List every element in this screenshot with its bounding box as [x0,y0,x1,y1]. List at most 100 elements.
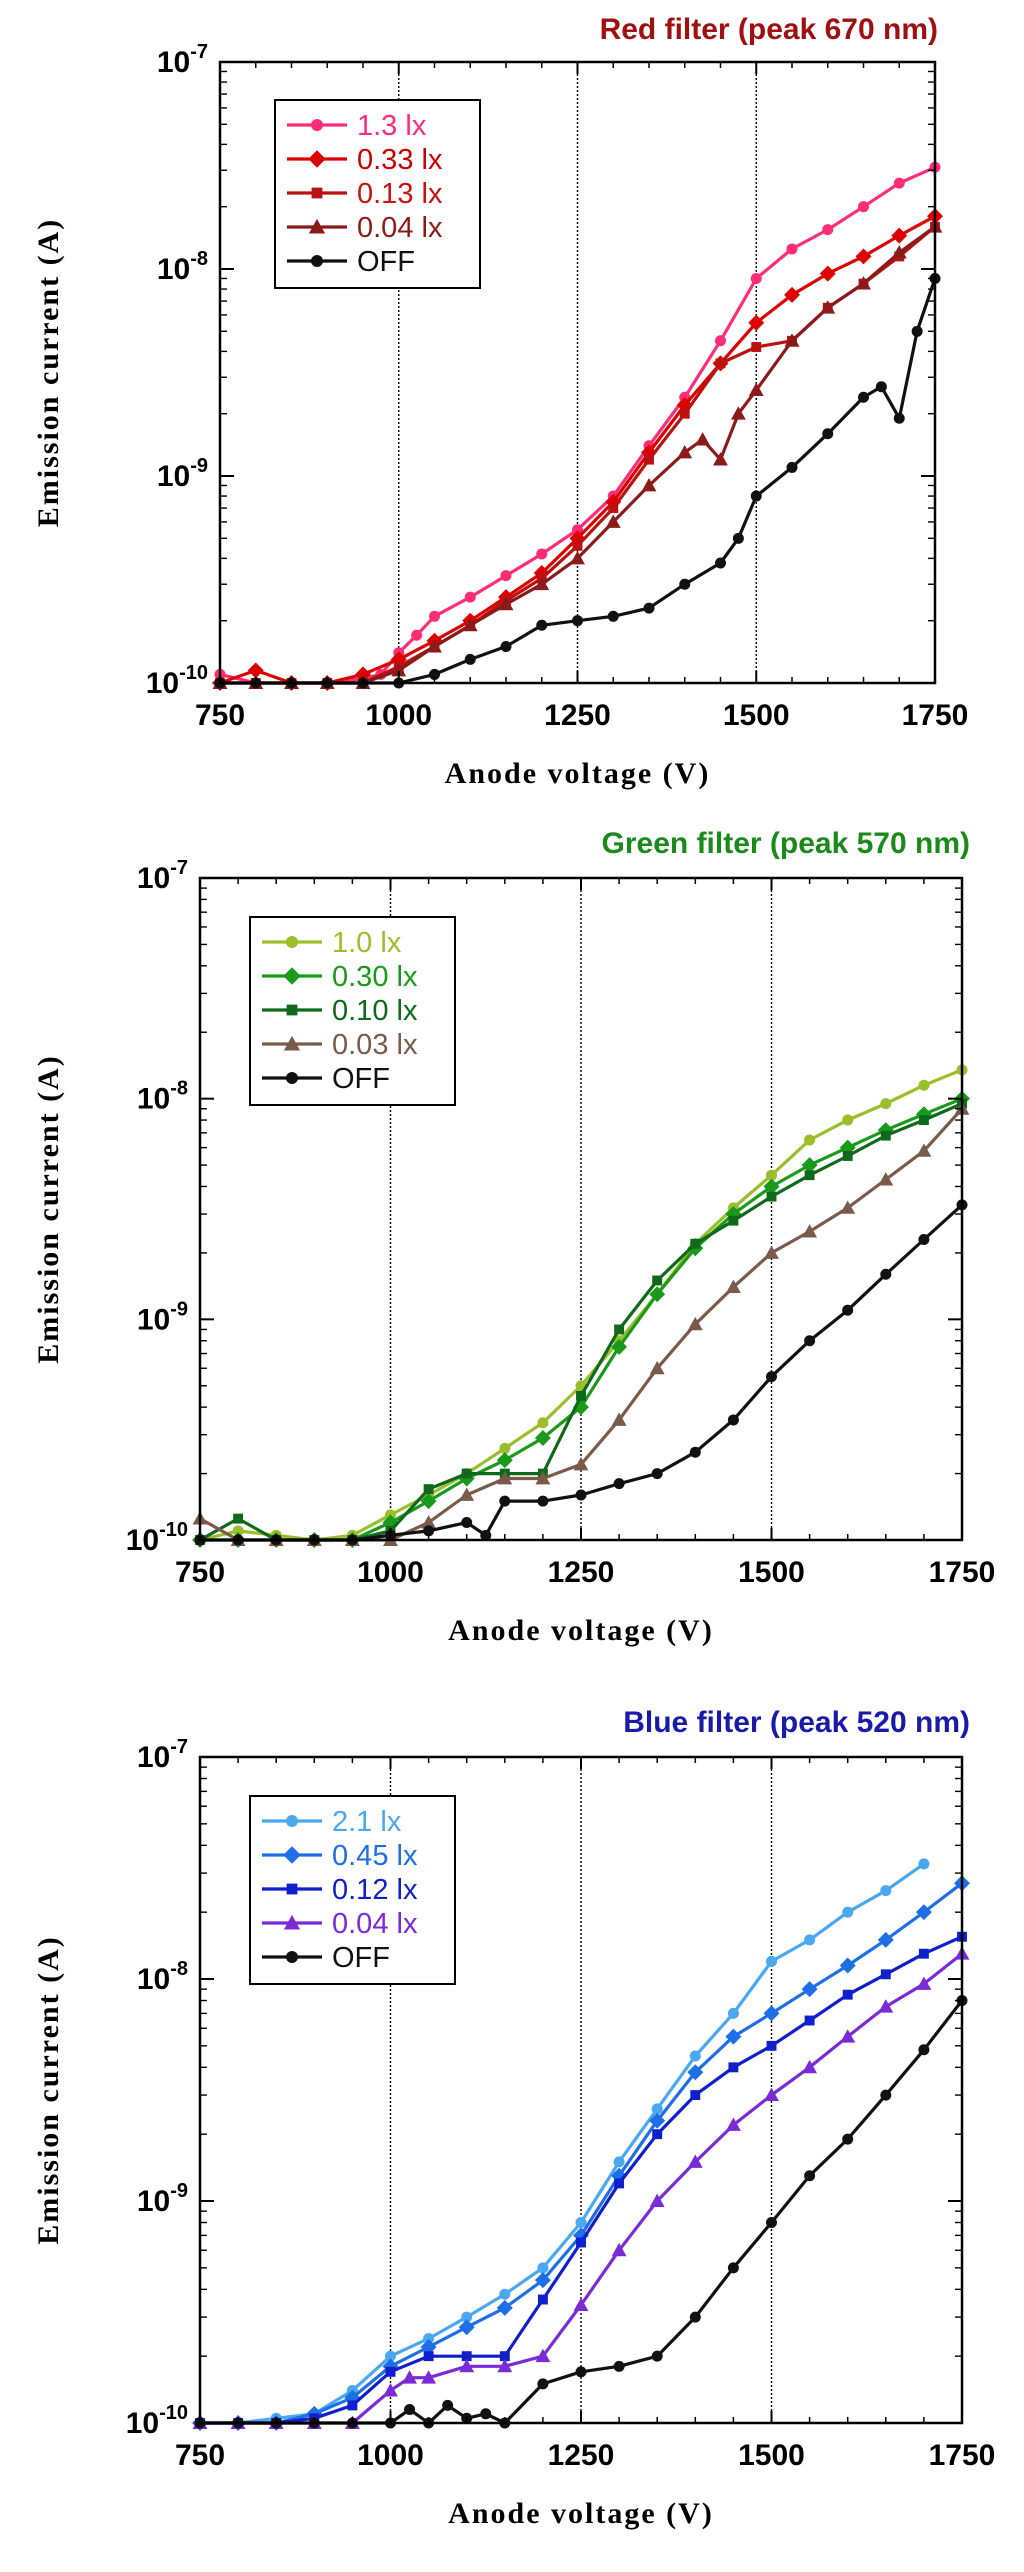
data-point [233,1513,244,1524]
series-layer [192,1064,970,1548]
data-point [461,2311,473,2323]
legend-swatch-marker [283,1846,301,1864]
data-point [420,1493,437,1510]
legend-swatch-marker [286,1883,298,1895]
legend-label: OFF [357,246,415,278]
data-point [391,663,407,677]
data-point [842,1114,854,1126]
data-point [429,610,440,622]
data-point [880,1268,892,1280]
data-point [605,514,621,528]
data-point [878,1999,894,2013]
y-tick-label: 10-7 [137,857,188,895]
data-point [480,1529,492,1541]
data-point [605,493,622,510]
data-point [611,1412,627,1426]
data-point [786,461,798,473]
data-point [842,2133,854,2145]
y-tick-labels: 10-10 10-9 10-8 10-7 [146,41,208,700]
data-point [461,1517,473,1529]
data-point [534,2272,551,2289]
y-axis-label: Emission current (A) [32,218,65,527]
data-point [498,596,514,611]
data-point [804,1170,815,1181]
data-point [766,1191,777,1202]
data-point [918,1858,930,1870]
x-tick-label: 1250 [544,699,611,732]
data-point [918,1079,930,1091]
data-point [877,1931,894,1948]
data-point [458,2319,475,2336]
y-tick-label: 10-10 [126,1519,188,1557]
data-point [576,1390,586,1401]
x-tick-labels: 750 1000 1250 1500 1750 [195,699,968,732]
data-point [763,2005,780,2022]
data-point [875,381,887,393]
x-tick-labels: 750 1000 1250 1500 1750 [175,2439,995,2472]
data-point [891,245,907,259]
data-point [918,2044,930,2056]
data-point [842,1906,854,1918]
data-point [689,2311,701,2323]
data-point [763,1178,780,1195]
legend-swatch-marker [286,1072,298,1084]
data-point [766,1955,777,1967]
data-point [804,1934,816,1946]
data-point [497,2358,513,2373]
y-tick-label: 10-9 [157,455,208,493]
legend-label: OFF [332,1942,390,1974]
data-point [611,2242,627,2257]
axis-ticks [199,877,963,1541]
chart-title: Green filter (peak 570 nm) [602,827,970,860]
data-point [480,2408,492,2420]
data-point [918,1234,930,1246]
data-point [402,2370,417,2384]
data-point [880,1969,891,1980]
legend-label: 0.04 lx [357,212,443,244]
y-tick-label: 10-10 [126,2402,188,2440]
data-point [442,2399,454,2411]
legend-label: 0.45 lx [332,1840,418,1872]
data-point [727,2007,739,2019]
x-tick-label: 1000 [357,1556,424,1589]
y-tick-labels: 10-10 10-9 10-8 10-7 [126,1736,188,2440]
x-tick-label: 1000 [365,699,432,732]
data-point [572,524,583,536]
data-point [355,666,371,683]
legend-label: 2.1 lx [332,1806,402,1838]
data-point [537,2294,548,2305]
y-tick-label: 10-7 [157,41,208,79]
data-point [411,629,423,641]
data-point [537,1417,549,1429]
legend-swatch-marker [308,218,326,234]
data-point [687,2154,703,2168]
data-point [727,2262,739,2274]
data-point [535,2348,551,2363]
data-point [534,576,550,591]
data-point [614,2178,625,2189]
chart-green-filter: Green filter (peak 570 nm) 750 1000 1250 15… [32,827,995,1647]
data-point [732,532,744,544]
x-tick-labels: 750 1000 1250 1500 1750 [175,1556,995,1589]
data-point [423,2333,435,2345]
data-point [613,2360,625,2372]
legend-label: 0.03 lx [332,1029,418,1061]
y-tick-label: 10-8 [157,248,208,286]
data-point [575,1489,587,1501]
legend-label: 0.12 lx [332,1874,418,1906]
data-point [880,1885,892,1897]
data-point [496,2299,513,2316]
data-point [690,1238,701,1249]
data-point [751,342,762,352]
series-line [200,1999,964,2425]
data-point [679,408,690,419]
legend-label: 0.30 lx [332,961,418,993]
series-OFF [194,1995,968,2429]
data-point [385,2366,396,2377]
data-point [464,591,476,603]
data-point [607,610,619,622]
x-tick-label: 1500 [723,699,790,732]
data-point [748,382,764,397]
x-axis-label: Anode voltage (V) [445,757,711,790]
data-point [643,602,655,614]
